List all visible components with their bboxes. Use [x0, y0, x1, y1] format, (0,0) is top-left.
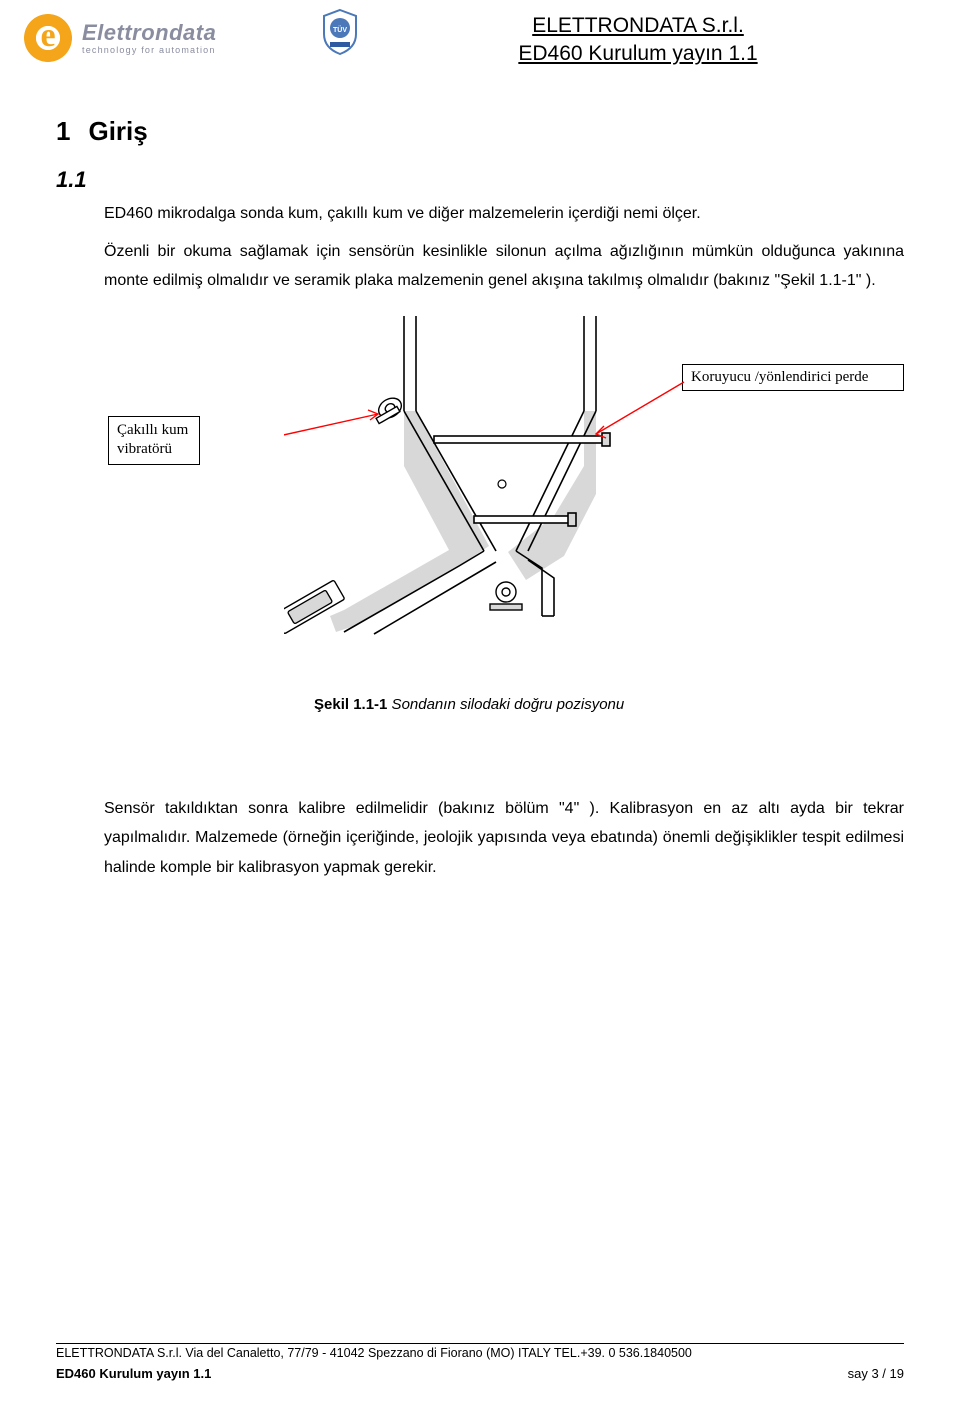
company-logo: Elettrondata technology for automation: [20, 4, 320, 72]
footer-page: say 3 / 19: [848, 1366, 904, 1381]
logo-e-icon: [20, 10, 76, 66]
page-header: Elettrondata technology for automation T…: [56, 12, 904, 80]
figure-caption-text: Sondanın silodaki doğru pozisyonu: [387, 696, 624, 713]
content: 1 Giriş 1.1 ED460 mikrodalga sonda kum, …: [56, 116, 904, 883]
logo-brand: Elettrondata: [82, 22, 216, 44]
callout-vibrator: Çakıllı kum vibratörü: [108, 416, 200, 465]
figure-caption: Şekil 1.1-1 Sondanın silodaki doğru pozi…: [314, 696, 624, 713]
figure-1-1-1: Çakıllı kum vibratörü Koruyucu /yönlendi…: [104, 316, 904, 736]
silo-diagram-svg: [284, 316, 704, 676]
page-footer: ELETTRONDATA S.r.l. Via del Canaletto, 7…: [56, 1343, 904, 1381]
paragraph-1: ED460 mikrodalga sonda kum, çakıllı kum …: [104, 199, 904, 229]
section-number: 1: [56, 116, 70, 147]
page: Elettrondata technology for automation T…: [0, 0, 960, 1403]
footer-address: ELETTRONDATA S.r.l. Via del Canaletto, 7…: [56, 1346, 904, 1360]
footer-doc: ED460 Kurulum yayın 1.1: [56, 1366, 211, 1381]
paragraph-2: Özenli bir okuma sağlamak için sensörün …: [104, 237, 904, 296]
logo-tagline: technology for automation: [82, 46, 216, 55]
header-titles: ELETTRONDATA S.r.l. ED460 Kurulum yayın …: [372, 12, 904, 69]
paragraph-3: Sensör takıldıktan sonra kalibre edilmel…: [104, 794, 904, 883]
logo-text-block: Elettrondata technology for automation: [82, 22, 216, 55]
section-title: Giriş: [88, 116, 147, 147]
svg-text:TÜV: TÜV: [333, 25, 347, 34]
footer-meta: ED460 Kurulum yayın 1.1 say 3 / 19: [56, 1366, 904, 1381]
section-heading: 1 Giriş: [56, 116, 904, 147]
tuv-badge-icon: TÜV: [320, 8, 360, 56]
callout-curtain: Koruyucu /yönlendirici perde: [682, 364, 904, 391]
figure-caption-label: Şekil 1.1-1: [314, 696, 387, 713]
header-company-line: ELETTRONDATA S.r.l.: [372, 12, 904, 40]
header-doc-line: ED460 Kurulum yayın 1.1: [372, 40, 904, 68]
footer-rule: [56, 1343, 904, 1344]
subsection-number: 1.1: [56, 167, 904, 193]
